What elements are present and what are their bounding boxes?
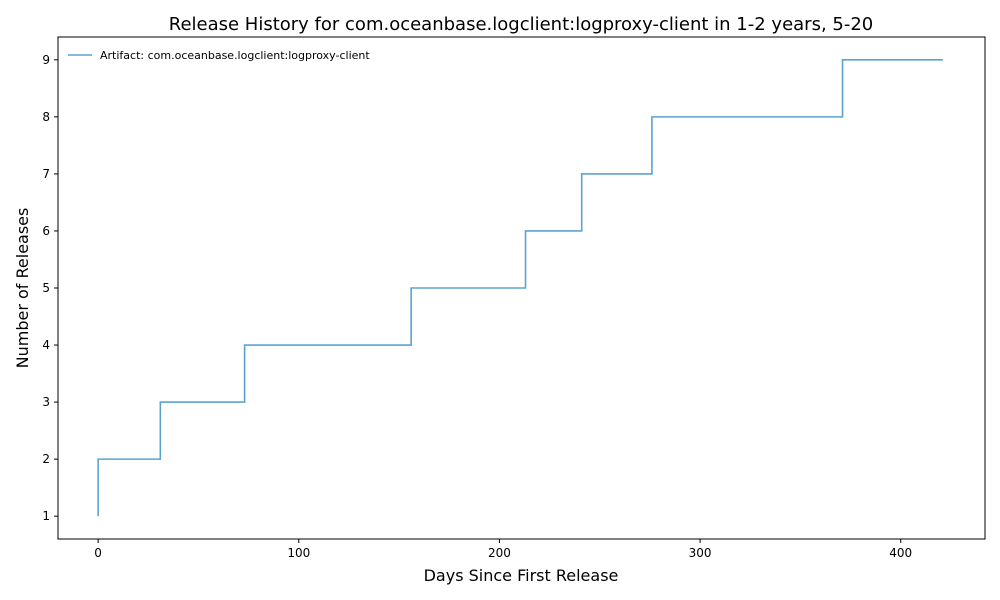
chart-title: Release History for com.oceanbase.logcli… [169,14,874,35]
y-tick-label: 5 [42,281,50,295]
y-tick-label: 8 [42,110,50,124]
y-axis: 1 2 3 4 5 6 7 8 9 [42,53,58,523]
y-axis-label: Number of Releases [13,208,32,369]
y-tick-label: 7 [42,167,50,181]
y-tick-label: 4 [42,338,50,352]
y-tick-label: 6 [42,224,50,238]
x-axis-label: Days Since First Release [424,566,619,585]
y-tick-label: 3 [42,395,50,409]
y-tick-label: 1 [42,509,50,523]
x-tick-label: 300 [689,546,712,560]
legend-label: Artifact: com.oceanbase.logclient:logpro… [100,49,370,62]
y-tick-label: 2 [42,452,50,466]
y-tick-label: 9 [42,53,50,67]
x-tick-label: 0 [94,546,102,560]
release-step-line [97,59,943,517]
x-tick-label: 200 [488,546,511,560]
x-axis: 0 100 200 300 400 [94,539,912,560]
x-tick-label: 400 [889,546,912,560]
legend: Artifact: com.oceanbase.logclient:logpro… [68,49,370,62]
x-tick-label: 100 [287,546,310,560]
